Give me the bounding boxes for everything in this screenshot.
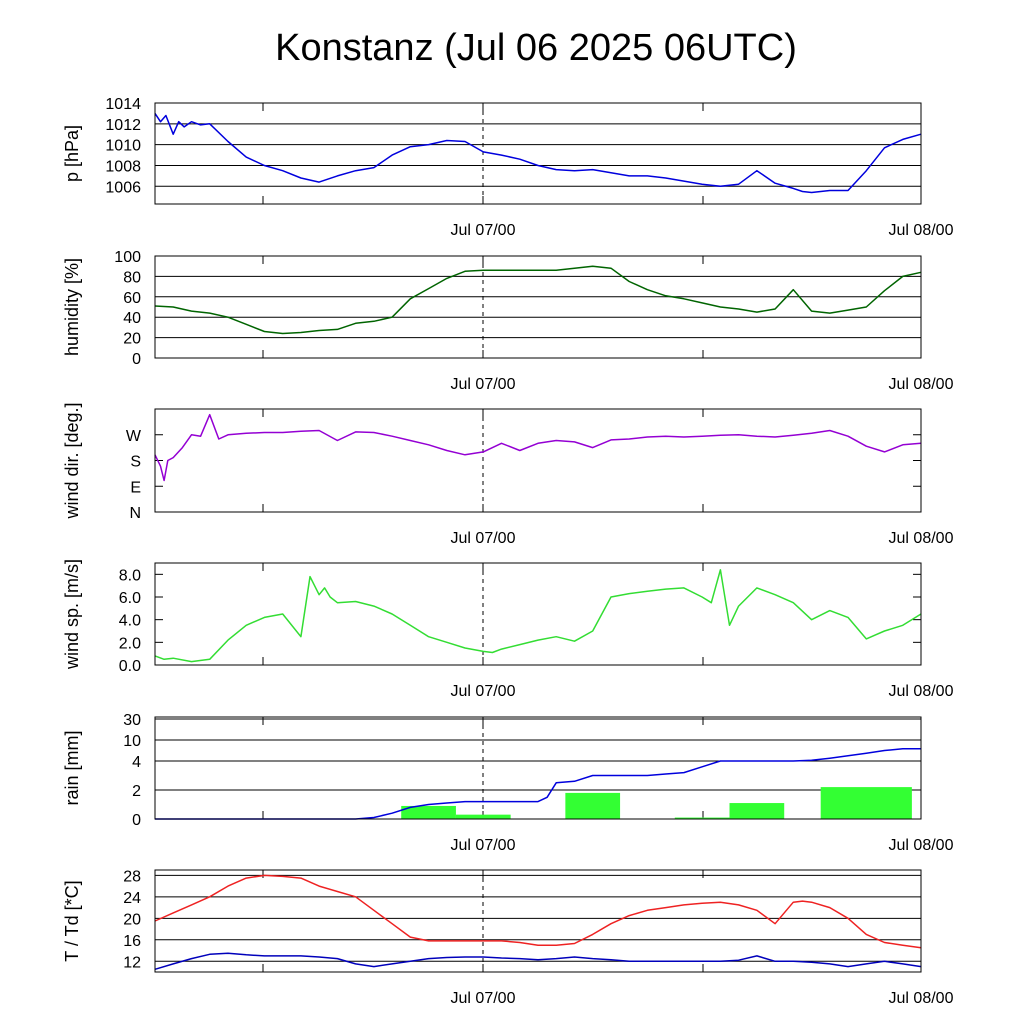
y-tick-label: 30 (123, 712, 141, 729)
y-tick-label: 2.0 (119, 635, 141, 652)
y-tick-label: 60 (123, 290, 141, 307)
y-tick-label: E (130, 479, 141, 496)
x-tick-label: Jul 07/00 (451, 530, 516, 547)
y-axis-label: rain [mm] (62, 730, 82, 805)
y-tick-label: 80 (123, 269, 141, 286)
rain-bar (820, 787, 912, 819)
y-tick-label: 28 (123, 868, 141, 885)
rain-bar (674, 817, 730, 819)
rain-bar (565, 792, 621, 819)
y-tick-label: 8.0 (119, 567, 141, 584)
y-tick-label: 24 (123, 890, 141, 907)
x-tick-label: Jul 07/00 (451, 222, 516, 239)
y-tick-label: W (126, 428, 142, 445)
y-tick-label: 40 (123, 310, 141, 327)
x-tick-label: Jul 07/00 (451, 376, 516, 393)
y-tick-label: 0 (132, 812, 141, 829)
y-tick-label: 1014 (105, 96, 141, 113)
series-line-1 (154, 112, 922, 194)
y-axis-label: wind dir. [deg.] (62, 402, 82, 519)
y-axis-label: wind sp. [m/s] (62, 559, 82, 670)
plot-frame (154, 102, 922, 205)
chart-title: Konstanz (Jul 06 2025 06UTC) (275, 27, 797, 69)
y-tick-label: 4 (132, 754, 141, 771)
y-tick-label: 10 (123, 733, 141, 750)
y-tick-label: 1010 (105, 138, 141, 155)
rain-bar (729, 803, 785, 819)
series-line-1 (155, 748, 921, 820)
y-tick-label: N (129, 505, 141, 522)
plot-frame (154, 255, 922, 359)
y-tick-label: 1006 (105, 179, 141, 196)
y-tick-label: 20 (123, 911, 141, 928)
plot-frame (154, 869, 922, 973)
y-axis-label: humidity [%] (62, 258, 82, 356)
x-tick-label: Jul 08/00 (889, 683, 954, 700)
x-tick-label: Jul 07/00 (451, 837, 516, 854)
x-tick-label: Jul 08/00 (889, 990, 954, 1007)
plot-frame (154, 562, 922, 666)
y-tick-label: S (130, 454, 141, 471)
rain-bar (401, 805, 456, 819)
series-line-1 (154, 569, 922, 663)
rain-bar (455, 814, 511, 819)
series-line-1 (154, 874, 922, 949)
y-axis-label: T / Td [*C] (62, 880, 82, 961)
x-tick-label: Jul 08/00 (889, 530, 954, 547)
series-line-1 (154, 413, 922, 482)
y-tick-label: 2 (132, 783, 141, 800)
y-tick-label: 1012 (105, 117, 141, 134)
y-axis-label: p [hPa] (62, 125, 82, 182)
x-tick-label: Jul 07/00 (451, 683, 516, 700)
y-tick-label: 0 (132, 351, 141, 368)
y-tick-label: 100 (114, 249, 141, 266)
y-tick-label: 12 (123, 954, 141, 971)
series-line-2 (154, 952, 922, 971)
plot-frame (154, 716, 922, 820)
x-tick-label: Jul 08/00 (889, 837, 954, 854)
y-tick-label: 0.0 (119, 658, 141, 675)
y-tick-label: 4.0 (119, 613, 141, 630)
y-tick-label: 6.0 (119, 590, 141, 607)
x-tick-label: Jul 08/00 (889, 376, 954, 393)
x-tick-label: Jul 08/00 (889, 222, 954, 239)
series-line-1 (154, 265, 922, 335)
y-tick-label: 16 (123, 933, 141, 950)
y-tick-label: 20 (123, 331, 141, 348)
plot-frame (154, 408, 922, 513)
y-tick-label: 1008 (105, 158, 141, 175)
x-tick-label: Jul 07/00 (451, 990, 516, 1007)
